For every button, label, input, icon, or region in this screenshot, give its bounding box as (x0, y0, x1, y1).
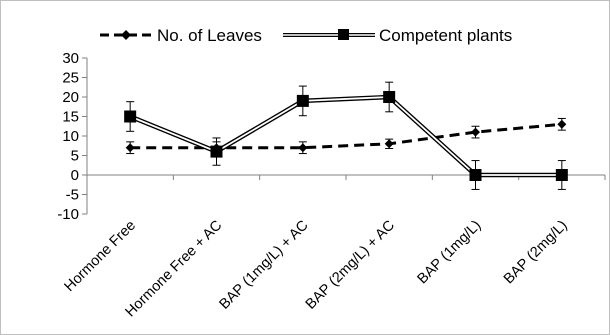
data-point-leaves (298, 143, 308, 153)
y-tick-label: -5 (66, 187, 79, 204)
x-category-label: BAP (1mg/L) + AC (216, 218, 311, 313)
data-point-competent (124, 110, 137, 123)
data-point-competent (210, 145, 223, 158)
y-tick-label: 5 (71, 148, 79, 165)
data-point-competent (555, 169, 568, 181)
x-category-label: Hormone Free + AC (123, 218, 226, 321)
legend-competent-marker (338, 29, 349, 40)
data-point-competent (296, 94, 309, 107)
y-tick-label: -10 (57, 206, 79, 223)
series-competent-line-inner (129, 96, 562, 176)
legend: No. of Leaves Competent plants (100, 26, 512, 45)
data-point-leaves (471, 127, 480, 137)
x-category-label: BAP (2mg/L) + AC (303, 218, 398, 313)
legend-leaves-label: No. of Leaves (157, 26, 262, 45)
x-category-label: Hormone Free (62, 218, 139, 295)
y-tick-label: 0 (71, 167, 79, 184)
legend-item-leaves: No. of Leaves (100, 26, 262, 45)
y-tick-label: 15 (62, 109, 79, 126)
data-point-leaves (125, 143, 135, 153)
series-markers (124, 91, 568, 181)
data-point-competent (383, 91, 396, 103)
legend-competent-label: Competent plants (379, 26, 512, 45)
x-category-label: BAP (1mg/L) (415, 218, 485, 288)
data-point-leaves (384, 139, 394, 149)
y-axis: 30 25 20 15 10 5 0 -5 -10 (57, 50, 88, 223)
series-competent-line-outer (129, 94, 562, 178)
x-category-label: BAP (2mg/L) (501, 218, 571, 288)
legend-item-competent: Competent plants (283, 26, 512, 45)
series-lines (129, 94, 562, 178)
y-tick-label: 25 (62, 70, 79, 87)
data-point-leaves (557, 119, 567, 129)
y-tick-label: 30 (62, 50, 79, 67)
legend-leaves-marker (121, 30, 131, 40)
y-tick-label: 20 (62, 89, 79, 106)
y-tick-label: 10 (62, 128, 79, 145)
data-point-competent (469, 169, 482, 181)
